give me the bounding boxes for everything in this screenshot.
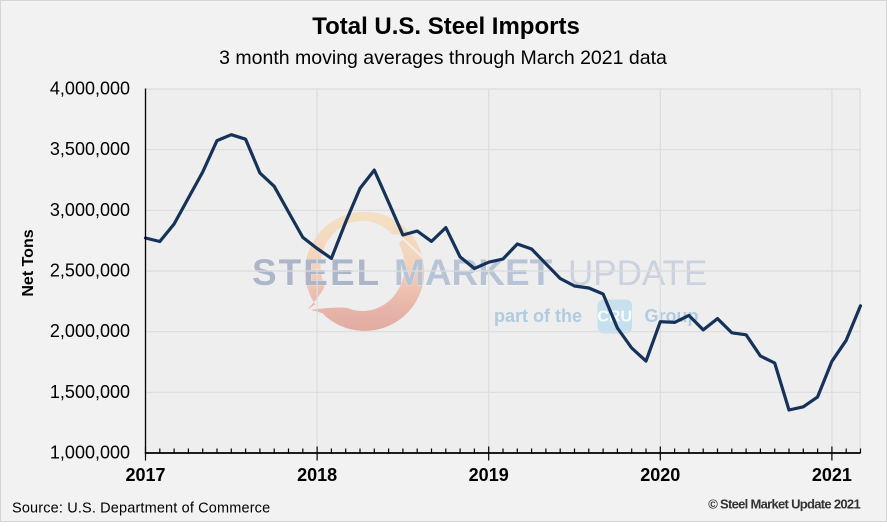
svg-text:Net Tons: Net Tons: [20, 229, 37, 296]
svg-text:3,000,000: 3,000,000: [50, 200, 130, 220]
svg-text:2019: 2019: [469, 465, 509, 485]
svg-text:MARKET: MARKET: [394, 252, 553, 293]
svg-text:1,000,000: 1,000,000: [50, 443, 130, 463]
svg-text:2,000,000: 2,000,000: [50, 321, 130, 341]
svg-text:part of the: part of the: [494, 306, 582, 326]
svg-text:2020: 2020: [640, 465, 680, 485]
svg-text:2021: 2021: [812, 465, 852, 485]
svg-text:Group: Group: [645, 306, 699, 326]
svg-text:Source: U.S. Department of Com: Source: U.S. Department of Commerce: [12, 501, 270, 517]
svg-text:© Steel Market Update 2021: © Steel Market Update 2021: [708, 497, 860, 512]
svg-text:Total U.S. Steel Imports: Total U.S. Steel Imports: [312, 13, 580, 40]
svg-text:3 month moving averages throug: 3 month moving averages through March 20…: [219, 47, 667, 69]
svg-text:4,000,000: 4,000,000: [50, 79, 130, 99]
svg-text:1,500,000: 1,500,000: [50, 382, 130, 402]
svg-text:STEEL: STEEL: [252, 252, 381, 293]
svg-text:2017: 2017: [125, 465, 165, 485]
svg-text:3,500,000: 3,500,000: [50, 139, 130, 159]
svg-text:2,500,000: 2,500,000: [50, 261, 130, 281]
svg-text:CRU: CRU: [597, 309, 632, 326]
svg-text:UPDATE: UPDATE: [568, 254, 707, 293]
svg-text:2018: 2018: [297, 465, 337, 485]
